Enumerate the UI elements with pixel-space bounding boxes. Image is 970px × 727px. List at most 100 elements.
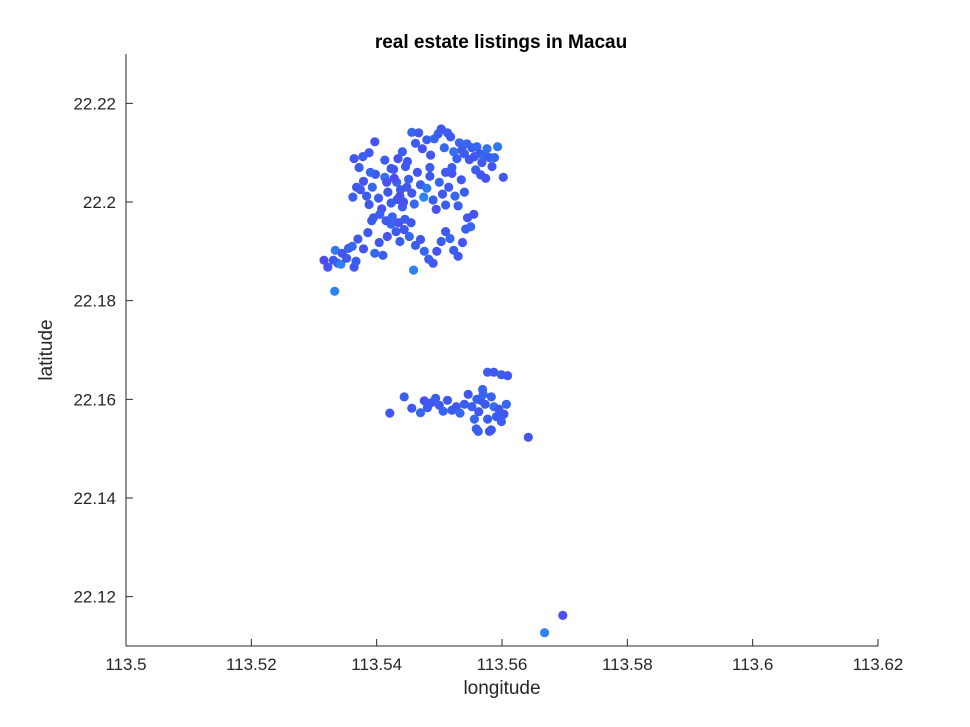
data-point bbox=[469, 209, 479, 219]
data-point bbox=[386, 163, 396, 174]
x-tick-label: 113.52 bbox=[226, 655, 277, 674]
data-point bbox=[501, 399, 511, 409]
data-point bbox=[358, 176, 369, 186]
data-point bbox=[432, 246, 442, 256]
data-point bbox=[442, 395, 453, 405]
data-point bbox=[374, 237, 384, 248]
data-point bbox=[349, 154, 359, 164]
data-point bbox=[422, 183, 432, 193]
data-point bbox=[436, 236, 446, 247]
data-point bbox=[457, 237, 468, 248]
data-point bbox=[370, 137, 380, 147]
data-point bbox=[428, 258, 438, 268]
x-tick-label: 113.62 bbox=[853, 655, 904, 674]
data-point bbox=[489, 367, 499, 377]
data-point bbox=[422, 135, 432, 145]
data-point bbox=[459, 187, 469, 197]
x-tick-label: 113.6 bbox=[732, 655, 773, 674]
data-point bbox=[358, 244, 369, 254]
y-tick-label: 22.2 bbox=[83, 193, 116, 212]
data-point bbox=[402, 182, 412, 192]
data-point bbox=[441, 227, 451, 237]
data-point bbox=[425, 162, 435, 173]
data-point bbox=[434, 177, 444, 187]
data-point bbox=[391, 227, 401, 237]
y-tick-label: 22.16 bbox=[73, 390, 116, 409]
data-point bbox=[472, 394, 482, 404]
data-point bbox=[364, 148, 374, 158]
data-point bbox=[481, 173, 491, 183]
data-points bbox=[319, 124, 568, 638]
y-tick-label: 22.12 bbox=[73, 588, 116, 607]
data-point bbox=[347, 241, 357, 251]
data-point bbox=[330, 286, 340, 296]
data-point bbox=[478, 389, 488, 399]
data-point bbox=[474, 407, 484, 417]
data-point bbox=[456, 175, 466, 185]
data-point bbox=[352, 182, 362, 192]
data-point bbox=[415, 234, 426, 245]
data-point bbox=[472, 142, 482, 152]
data-point bbox=[412, 167, 422, 177]
data-point bbox=[417, 144, 427, 154]
data-point bbox=[387, 212, 397, 222]
data-point bbox=[496, 416, 506, 427]
data-point bbox=[419, 246, 429, 256]
x-tick-label: 113.54 bbox=[351, 655, 402, 674]
data-point bbox=[431, 204, 441, 214]
data-point bbox=[380, 155, 390, 165]
data-point bbox=[342, 253, 352, 263]
y-tick-label: 22.18 bbox=[73, 292, 116, 311]
x-tick-label: 113.58 bbox=[602, 655, 653, 674]
data-point bbox=[487, 161, 497, 172]
data-point bbox=[503, 371, 513, 381]
data-point bbox=[466, 222, 476, 232]
data-point bbox=[438, 406, 448, 416]
data-point bbox=[367, 182, 377, 192]
data-point bbox=[489, 153, 500, 163]
data-point bbox=[431, 393, 441, 403]
data-point bbox=[382, 231, 392, 242]
data-point bbox=[389, 173, 399, 183]
data-point bbox=[437, 189, 448, 199]
data-point bbox=[499, 409, 509, 419]
data-point bbox=[452, 154, 462, 164]
data-point bbox=[365, 167, 375, 177]
data-point bbox=[426, 150, 436, 160]
y-tick-label: 22.14 bbox=[73, 489, 116, 508]
y-tick-label: 22.22 bbox=[73, 94, 116, 113]
data-point bbox=[404, 231, 414, 242]
data-point bbox=[459, 399, 469, 409]
data-point bbox=[348, 192, 358, 202]
data-point bbox=[439, 143, 449, 153]
data-point bbox=[336, 259, 346, 269]
data-point bbox=[406, 218, 416, 228]
data-point bbox=[414, 128, 424, 138]
data-point bbox=[354, 162, 364, 173]
data-point bbox=[362, 191, 372, 201]
data-point bbox=[330, 245, 340, 255]
x-tick-label: 113.56 bbox=[477, 655, 528, 674]
data-point bbox=[319, 255, 329, 265]
data-point bbox=[523, 432, 533, 442]
data-point bbox=[419, 192, 429, 202]
data-point bbox=[363, 228, 373, 238]
data-point bbox=[415, 408, 426, 418]
data-point bbox=[402, 156, 412, 167]
data-point bbox=[450, 191, 460, 201]
chart-title: real estate listings in Macau bbox=[375, 32, 627, 53]
data-point bbox=[463, 389, 473, 399]
data-point bbox=[404, 174, 414, 184]
data-point bbox=[480, 399, 490, 409]
data-point bbox=[409, 199, 419, 209]
data-point bbox=[444, 182, 454, 192]
data-point bbox=[375, 209, 385, 219]
data-point bbox=[558, 610, 568, 621]
data-point bbox=[383, 187, 393, 197]
data-point bbox=[370, 248, 380, 258]
data-point bbox=[455, 408, 465, 418]
data-point bbox=[482, 144, 492, 154]
data-point bbox=[453, 201, 463, 211]
data-point bbox=[385, 408, 395, 418]
data-point bbox=[445, 233, 455, 244]
